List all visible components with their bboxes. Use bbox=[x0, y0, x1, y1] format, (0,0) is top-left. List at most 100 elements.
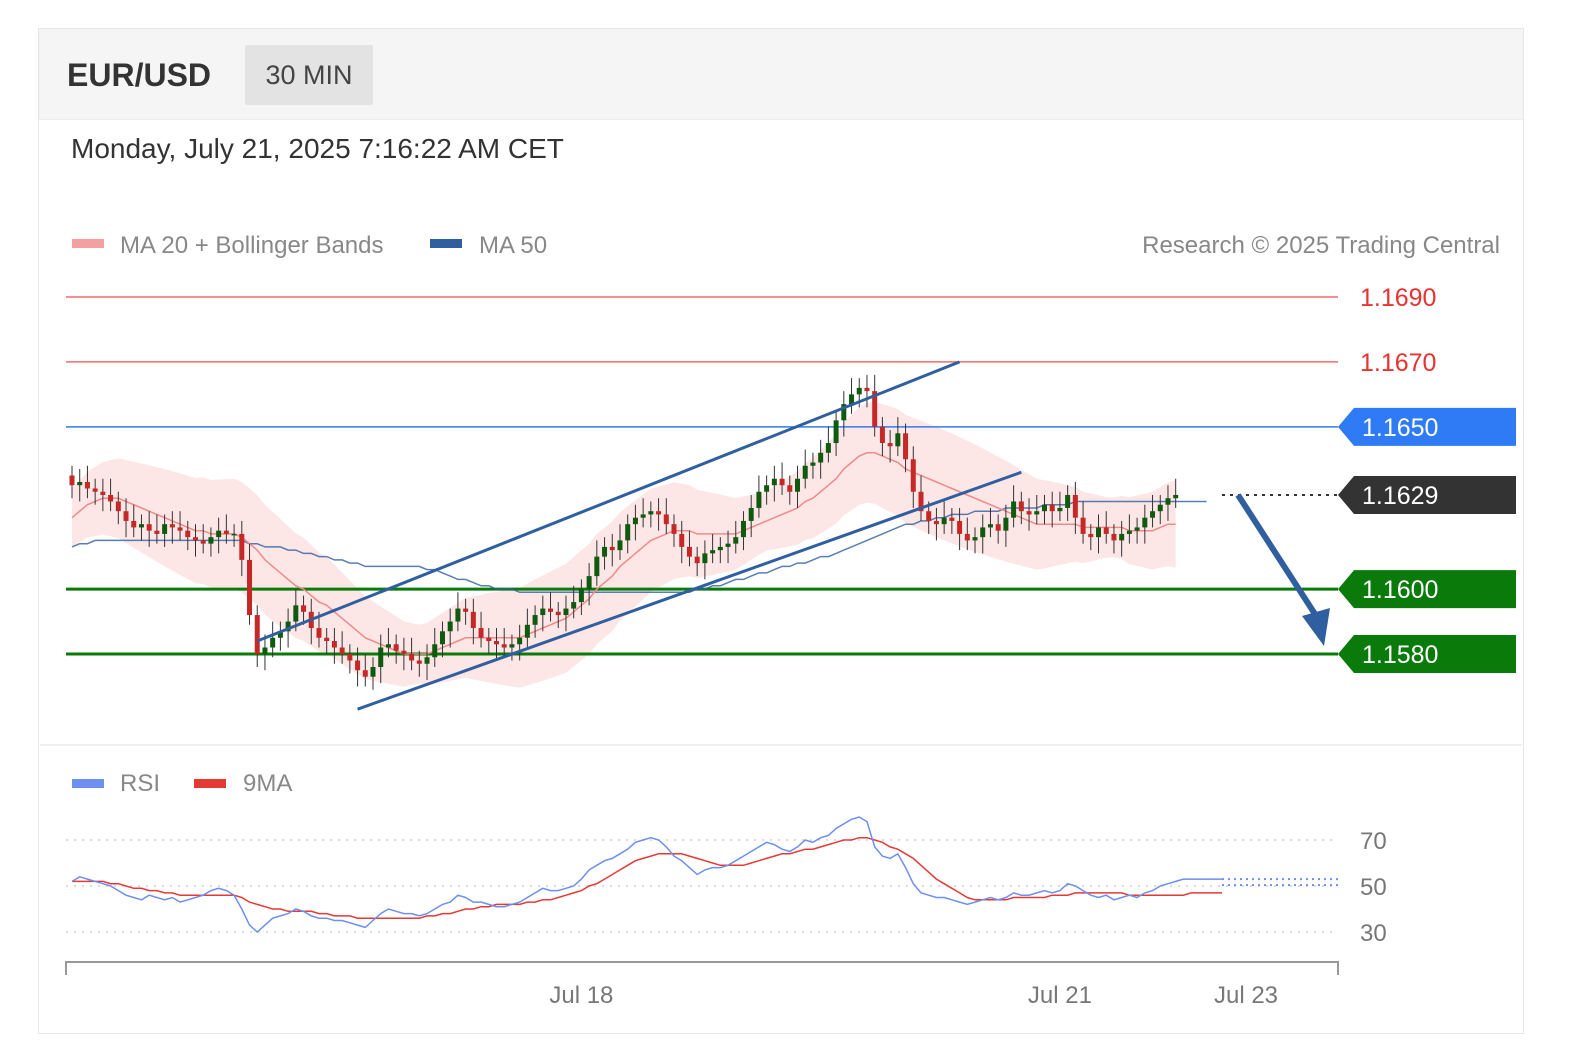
candle-body bbox=[138, 524, 144, 528]
x-tick-label: Jul 23 bbox=[1214, 982, 1278, 1009]
candle-body bbox=[563, 608, 569, 616]
candle-body bbox=[100, 491, 106, 495]
candle-body bbox=[949, 517, 955, 521]
candle-body bbox=[602, 546, 608, 557]
candle-body bbox=[903, 433, 909, 460]
candle-body bbox=[856, 387, 862, 395]
level-tag-1.1580 bbox=[1338, 635, 1516, 673]
candle-body bbox=[941, 517, 947, 525]
level-tags: 1.1690 1.1670 1.1650 1.1629 1.1600 1.1580 bbox=[1338, 284, 1516, 673]
candle-body bbox=[169, 524, 175, 528]
candle-body bbox=[486, 637, 492, 642]
candle-body bbox=[285, 621, 291, 632]
candle-body bbox=[470, 611, 476, 629]
candle-body bbox=[424, 657, 430, 664]
candle-body bbox=[540, 608, 546, 616]
level-tag-1.1600 bbox=[1338, 570, 1516, 609]
level-lines bbox=[66, 296, 1338, 656]
candle-body bbox=[401, 650, 407, 654]
candle-body bbox=[177, 527, 183, 531]
candle-body bbox=[879, 426, 885, 444]
candle-body bbox=[347, 654, 353, 661]
level-label-1.1670: 1.1670 bbox=[1360, 349, 1436, 377]
candle-body bbox=[1096, 527, 1102, 538]
candle-body bbox=[640, 514, 646, 518]
candle-body bbox=[679, 533, 685, 547]
candle-body bbox=[864, 387, 870, 392]
candle-body bbox=[694, 556, 700, 564]
candle-body bbox=[524, 624, 530, 638]
candle-body bbox=[548, 608, 554, 612]
candle-body bbox=[663, 514, 669, 525]
candle-body bbox=[1049, 504, 1055, 512]
candle-body bbox=[571, 602, 577, 609]
candle-body bbox=[1034, 511, 1040, 515]
candle-body bbox=[1111, 533, 1117, 541]
candle-body bbox=[926, 511, 932, 521]
candle-body bbox=[393, 644, 399, 651]
candle-body bbox=[1103, 527, 1109, 534]
candle-body bbox=[131, 520, 137, 528]
candle-body bbox=[833, 420, 839, 444]
candle-body bbox=[964, 533, 970, 541]
bollinger-bands bbox=[72, 401, 1176, 688]
candle-body bbox=[239, 533, 245, 560]
candle-body bbox=[1142, 517, 1148, 528]
candle-body bbox=[578, 589, 584, 603]
rsi-panel: 70 50 30 bbox=[66, 816, 1387, 947]
candle-body bbox=[532, 615, 538, 625]
bollinger-band-area bbox=[72, 401, 1176, 688]
level-label-1.1690: 1.1690 bbox=[1360, 284, 1436, 312]
candle-body bbox=[972, 537, 978, 541]
candle-body bbox=[555, 611, 561, 616]
channel-upper-line bbox=[256, 360, 961, 643]
candle-body bbox=[92, 488, 98, 492]
candle-body bbox=[895, 433, 901, 447]
research-credit: Research © 2025 Trading Central bbox=[1142, 232, 1500, 259]
rsi-line bbox=[71, 816, 1222, 934]
chart-header: EUR/USD 30 MIN bbox=[39, 29, 1523, 120]
candle-body bbox=[656, 511, 662, 515]
candle-body bbox=[795, 478, 801, 492]
candle-body bbox=[1134, 527, 1140, 531]
candle-body bbox=[447, 621, 453, 632]
candle-body bbox=[509, 644, 515, 648]
candle-body bbox=[586, 576, 592, 590]
candle-body bbox=[416, 660, 422, 664]
candle-body bbox=[733, 537, 739, 544]
trend-channel bbox=[256, 360, 1330, 711]
candle-body bbox=[1119, 533, 1125, 541]
candle-body bbox=[872, 391, 878, 427]
candle-body bbox=[841, 404, 847, 421]
candlesticks bbox=[69, 374, 1179, 690]
candle-body bbox=[1165, 498, 1171, 505]
candle-body bbox=[995, 524, 1001, 531]
interval-button[interactable]: 30 MIN bbox=[245, 45, 373, 105]
candle-body bbox=[216, 530, 222, 538]
candle-body bbox=[362, 670, 368, 677]
timestamp: Monday, July 21, 2025 7:16:22 AM CET bbox=[71, 133, 564, 164]
candle-body bbox=[324, 637, 330, 642]
candle-body bbox=[1080, 517, 1086, 534]
candle-body bbox=[277, 631, 283, 638]
ma20-legend-swatch bbox=[72, 239, 104, 248]
candle-body bbox=[725, 543, 731, 547]
candle-body bbox=[409, 654, 415, 661]
rsi-legend: RSI 9MA bbox=[72, 770, 292, 797]
candle-body bbox=[771, 478, 777, 486]
level-tag-label-1.1580: 1.1580 bbox=[1362, 641, 1438, 669]
candle-body bbox=[262, 647, 268, 654]
candle-body bbox=[671, 524, 677, 534]
candle-body bbox=[818, 452, 824, 463]
candle-body bbox=[301, 605, 307, 612]
level-tag-label-1.1600: 1.1600 bbox=[1362, 576, 1438, 604]
candle-body bbox=[115, 501, 121, 512]
candle-body bbox=[1026, 511, 1032, 515]
projection-arrow-head bbox=[1302, 608, 1330, 646]
candle-body bbox=[609, 546, 615, 551]
rsi-ma-line bbox=[72, 836, 1222, 919]
candle-body bbox=[756, 491, 762, 508]
candle-body bbox=[439, 631, 445, 645]
candle-body bbox=[740, 520, 746, 538]
candle-body bbox=[810, 462, 816, 466]
